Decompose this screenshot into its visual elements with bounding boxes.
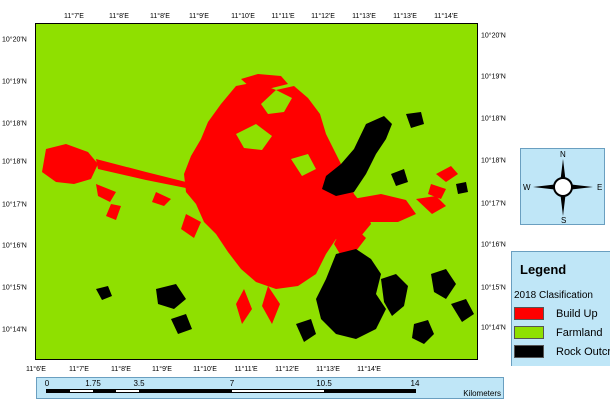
- scale-bar: 0 1.75 3.5 7 10.5 14 Kilometers: [36, 377, 504, 399]
- scale-segment: [47, 390, 70, 392]
- lat-label-right: 10°14'N: [481, 324, 506, 332]
- land-cover-raster: [36, 24, 477, 359]
- compass-south: S: [561, 216, 567, 225]
- lon-label-top: 11°10'E: [231, 13, 255, 20]
- lon-label-top: 11°13'E: [352, 13, 376, 20]
- legend-swatch: [514, 345, 544, 358]
- scale-segment: [139, 390, 232, 392]
- lat-label-left: 10°18'N: [2, 158, 27, 166]
- legend-swatch: [514, 326, 544, 339]
- compass-west: W: [523, 183, 531, 192]
- legend-subtitle: 2018 Clasification: [514, 290, 593, 301]
- lon-label-bottom: 11°13'E: [316, 366, 340, 373]
- lat-label-left: 10°18'N: [2, 120, 27, 128]
- lat-label-left: 10°19'N: [2, 78, 27, 86]
- scale-label: 1.75: [85, 379, 101, 388]
- scale-label: 3.5: [133, 379, 145, 388]
- lon-label-top: 11°8'E: [109, 13, 129, 20]
- scale-label: 10.5: [316, 379, 332, 388]
- build-up-areas: [42, 74, 458, 324]
- scale-units: Kilometers: [463, 389, 501, 398]
- lon-label-bottom: 11°10'E: [193, 366, 217, 373]
- scale-label: 14: [410, 379, 420, 388]
- lat-label-right: 10°18'N: [481, 115, 506, 123]
- lon-label-bottom: 11°8'E: [111, 366, 131, 373]
- lon-label-bottom: 11°9'E: [152, 366, 172, 373]
- lat-label-left: 10°15'N: [2, 284, 27, 292]
- lon-label-bottom: 11°6'E: [26, 366, 46, 373]
- legend: Legend 2018 Clasification Build Up Farml…: [511, 251, 610, 366]
- lat-label-left: 10°14'N: [2, 326, 27, 334]
- scale-label: 0: [44, 379, 50, 388]
- lon-label-top: 11°12'E: [311, 13, 335, 20]
- lat-label-right: 10°17'N: [481, 200, 506, 208]
- lon-label-bottom: 11°14'E: [357, 366, 381, 373]
- compass-east: E: [597, 183, 603, 192]
- lat-label-right: 10°19'N: [481, 73, 506, 81]
- lon-label-top: 11°8'E: [150, 13, 170, 20]
- legend-item-label: Rock Outcrop: [556, 346, 610, 358]
- lon-label-top: 11°7'E: [64, 13, 84, 20]
- scale-segment: [93, 390, 116, 392]
- scale-label: 7: [229, 379, 235, 388]
- compass-north: N: [560, 150, 566, 159]
- lat-label-right: 10°18'N: [481, 157, 506, 165]
- lon-label-bottom: 11°7'E: [69, 366, 89, 373]
- lon-label-bottom: 11°12'E: [275, 366, 299, 373]
- lon-label-top: 11°14'E: [434, 13, 458, 20]
- lon-label-top: 11°11'E: [271, 13, 295, 20]
- compass-icon: [533, 159, 593, 216]
- lon-label-bottom: 11°11'E: [234, 366, 258, 373]
- rock-outcrop-areas: [96, 112, 474, 344]
- scale-segment: [324, 390, 415, 392]
- legend-swatch: [514, 307, 544, 320]
- lat-label-right: 10°16'N: [481, 241, 506, 249]
- scale-bar-graphic: [46, 389, 416, 393]
- compass-rose: N S W E: [520, 148, 605, 225]
- lat-label-right: 10°20'N: [481, 32, 506, 40]
- lon-label-top: 11°13'E: [393, 13, 417, 20]
- lat-label-left: 10°20'N: [2, 36, 27, 44]
- lat-label-left: 10°16'N: [2, 242, 27, 250]
- land-cover-map[interactable]: [35, 23, 478, 360]
- legend-item-label: Build Up: [556, 308, 598, 320]
- lon-label-top: 11°9'E: [189, 13, 209, 20]
- legend-item-label: Farmland: [556, 327, 603, 339]
- legend-title: Legend: [520, 262, 567, 277]
- lat-label-left: 10°17'N: [2, 201, 27, 209]
- lat-label-right: 10°15'N: [481, 284, 506, 292]
